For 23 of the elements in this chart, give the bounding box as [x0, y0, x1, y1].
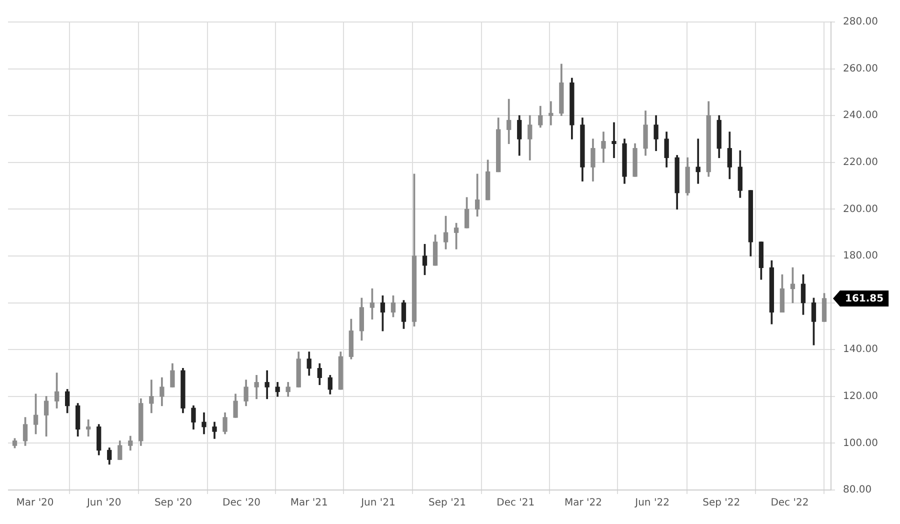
y-tick-label: 280.00 — [843, 16, 878, 28]
x-tick-label: Mar '20 — [16, 498, 54, 509]
x-tick-label: Mar '21 — [290, 498, 328, 509]
x-tick-label: Sep '21 — [428, 498, 466, 509]
x-tick-label: Jun '20 — [86, 498, 122, 509]
x-tick-label: Jun '22 — [634, 498, 670, 509]
y-tick-label: 100.00 — [843, 438, 878, 449]
y-tick-label: 140.00 — [843, 344, 878, 356]
y-tick-label: 240.00 — [843, 110, 878, 122]
y-tick-label: 260.00 — [843, 63, 878, 74]
y-tick-label: 200.00 — [843, 204, 878, 215]
y-tick-label: 80.00 — [843, 484, 872, 496]
x-tick-label: Dec '22 — [770, 498, 809, 509]
x-tick-label: Sep '22 — [702, 498, 740, 509]
x-tick-label: Jun '21 — [360, 498, 396, 509]
y-tick-label: 120.00 — [843, 390, 878, 402]
x-tick-label: Dec '20 — [222, 498, 261, 509]
x-tick-label: Dec '21 — [496, 498, 535, 509]
annotation: 161.85 — [845, 294, 884, 305]
x-tick-label: Sep '20 — [154, 498, 192, 509]
y-tick-label: 180.00 — [843, 250, 878, 262]
y-tick-label: 220.00 — [843, 156, 878, 168]
x-tick-label: Mar '22 — [564, 498, 602, 509]
